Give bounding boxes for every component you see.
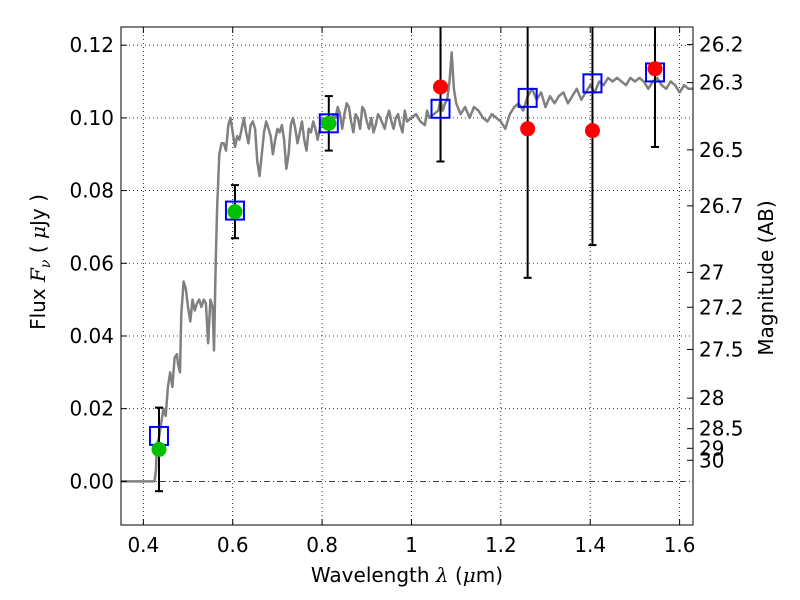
y-tick-label: 0.04: [69, 324, 114, 348]
non-detection-point: [433, 79, 449, 95]
y2-axis-title: Magnitude (AB): [754, 200, 778, 355]
x-tick-label: 1: [405, 533, 418, 557]
detection-point: [321, 115, 337, 131]
axis-ticks: [121, 27, 693, 525]
y-tick-label: 0.06: [69, 251, 114, 275]
x-tick-label: 0.6: [217, 533, 249, 557]
plot-area: [121, 27, 693, 493]
x-tick-label: 0.8: [306, 533, 338, 557]
y2-tick-label: 28.5: [699, 417, 744, 441]
x-tick-label: 1.4: [574, 533, 606, 557]
x-axis-title: Wavelength λ (μm): [311, 563, 503, 587]
non-detection-point: [584, 123, 600, 139]
y2-tick-label: 29: [699, 436, 724, 460]
grid: [121, 27, 693, 525]
detection-point: [151, 441, 167, 457]
x-tick-label: 1.6: [664, 533, 696, 557]
y-tick-label: 0.00: [69, 469, 114, 493]
non-detection-point: [520, 121, 536, 137]
model-photometry-square: [224, 200, 245, 221]
observed-points: [151, 61, 663, 457]
y-tick-labels: 0.00 0.02 0.04 0.06 0.08 0.10 0.12: [69, 33, 114, 493]
x-tick-label: 1.2: [485, 533, 517, 557]
y-tick-label: 0.08: [69, 179, 114, 203]
y2-tick-label: 26.3: [699, 71, 744, 95]
y2-tick-label: 27: [699, 260, 724, 284]
model-photometry-square: [318, 113, 339, 134]
model-photometry-square: [430, 98, 451, 119]
y2-tick-label: 26.2: [699, 32, 744, 56]
model-photometry-square: [582, 73, 603, 94]
detection-point: [227, 204, 243, 220]
x-tick-label: 0.4: [127, 533, 159, 557]
y2-tick-label: 28: [699, 386, 724, 410]
y2-tick-label: 30: [699, 448, 724, 472]
y2-tick-label: 27.2: [699, 295, 744, 319]
y2-tick-label: 26.7: [699, 194, 744, 218]
plot-frame: [120, 26, 694, 526]
model-photometry-squares: [148, 62, 666, 446]
y-tick-label: 0.10: [69, 106, 114, 130]
y-tick-label: 0.12: [69, 33, 114, 57]
y2-tick-label: 26.5: [699, 138, 744, 162]
model-photometry-square: [517, 87, 538, 108]
y-axis-title: Flux Fν ( μJy ): [26, 194, 54, 330]
spectrum-line: [121, 51, 693, 483]
x-tick-labels: 0.4 0.6 0.8 1 1.2 1.4 1.6: [127, 533, 695, 557]
non-detection-point: [647, 61, 663, 77]
y2-tick-label: 27.5: [699, 337, 744, 361]
y-tick-label: 0.02: [69, 397, 114, 421]
